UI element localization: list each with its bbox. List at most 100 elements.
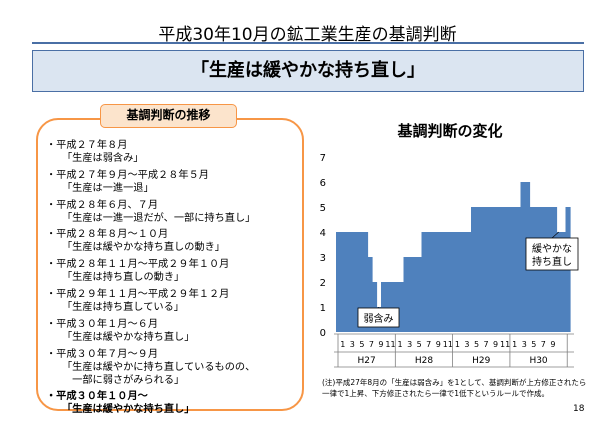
x-tick-label-year: H29	[472, 356, 490, 366]
x-tick-label-month: 5	[359, 340, 364, 349]
x-tick-label-month: 11	[385, 340, 395, 349]
y-tick-label: 2	[320, 278, 326, 289]
bar	[367, 257, 373, 332]
history-item-assessment: 「生産は一進一退」	[62, 182, 154, 194]
history-item-assessment: 「生産は緩やかな持ち直しの動き」	[62, 242, 225, 254]
history-item-period: ・平成２８年８月～１０月	[46, 229, 169, 241]
page-number: 18	[573, 404, 585, 414]
bar	[390, 282, 396, 332]
y-tick-label: 6	[320, 178, 326, 189]
history-item-period: ・平成３０年１月～６月	[46, 318, 159, 330]
annotation-box	[525, 237, 579, 271]
bar	[345, 232, 351, 332]
bar	[358, 232, 364, 332]
x-tick-label-month: 7	[483, 340, 488, 349]
bar	[556, 232, 562, 332]
history-item-assessment: 「生産は持ち直している」	[62, 301, 184, 313]
x-tick-label-year: H30	[529, 356, 547, 366]
history-panel-header: 基調判断の推移	[100, 104, 237, 128]
annotation-label: 緩やかな	[532, 242, 572, 255]
x-tick-label-month: 1	[455, 340, 460, 349]
y-tick-label: 5	[320, 203, 326, 214]
bar	[435, 232, 441, 332]
bar	[453, 232, 459, 332]
history-item-period: ・平成３０年７月～９月	[46, 348, 159, 360]
x-tick-label-month: 3	[407, 340, 412, 349]
y-tick-label: 4	[320, 228, 326, 239]
history-item-assessment: 「生産は持ち直しの動き」	[62, 272, 185, 284]
bar	[340, 232, 346, 332]
bar	[421, 232, 427, 332]
bar	[408, 257, 414, 332]
bar	[516, 207, 522, 332]
bar	[475, 207, 481, 332]
history-item: ・平成２８年８月～１０月 「生産は緩やかな持ち直しの動き」	[46, 228, 302, 254]
bar	[394, 282, 400, 332]
history-item: ・平成３０年７月～９月 「生産は緩やかに持ち直しているものの、 一部に弱さがみられ…	[46, 348, 302, 387]
bar	[462, 232, 468, 332]
bar	[349, 232, 355, 332]
page-title: 平成30年10月の鉱工業生産の基調判断	[158, 25, 457, 45]
history-item-period: ・平成２７年８月	[46, 140, 128, 151]
history-item-assessment: 「生産は緩やかな持ち直し」	[62, 404, 195, 416]
bar	[471, 207, 477, 332]
x-tick-label-month: 9	[378, 340, 383, 349]
history-item-period: ・平成２８年６月、７月	[46, 199, 159, 211]
x-tick-label-year: H27	[358, 356, 376, 366]
bar	[457, 232, 463, 332]
history-item-assessment: 一部に弱さがみられる」	[62, 374, 185, 386]
x-tick-label-month: 3	[522, 340, 527, 349]
x-tick-label-month: 1	[398, 340, 403, 349]
bar	[561, 232, 567, 332]
history-item: ・平成２７年８月「生産は弱含み」	[46, 139, 302, 165]
bar	[511, 207, 517, 332]
bar	[439, 232, 445, 332]
history-item: ・平成２８年６月、７月 「生産は一進一退だが、一部に持ち直し」	[46, 199, 302, 225]
annotation-label: 持ち直し	[532, 255, 572, 268]
x-tick-label-month: 3	[350, 340, 355, 349]
chart-title: 基調判断の変化	[397, 122, 503, 140]
y-tick-label: 7	[320, 153, 326, 164]
x-tick-label-month: 7	[369, 340, 374, 349]
bar	[417, 257, 423, 332]
x-tick-label-month: 9	[550, 340, 555, 349]
bar	[336, 232, 342, 332]
bar	[372, 282, 378, 332]
bar	[507, 207, 513, 332]
history-item-assessment: 「生産は緩やかな持ち直し」	[62, 331, 195, 343]
bar	[520, 182, 526, 332]
x-tick-label-month: 7	[426, 340, 431, 349]
bar	[363, 232, 369, 332]
bar	[403, 257, 409, 332]
x-tick-label-month: 7	[541, 340, 546, 349]
bar	[412, 257, 418, 332]
history-item-assessment: 「生産は一進一退だが、一部に持ち直し」	[62, 212, 256, 224]
y-tick-label: 1	[320, 303, 326, 314]
history-item: ・平成２８年１１月～平成２９年１０月 「生産は持ち直しの動き」	[46, 258, 302, 284]
history-item-period: ・平成２７年９月～平成２８年５月	[46, 169, 209, 181]
history-item-period: ・平成２８年１１月～平成２９年１０月	[46, 259, 230, 271]
bar	[381, 282, 387, 332]
x-tick-label-month: 11	[500, 340, 510, 349]
x-tick-label-month: 11	[443, 340, 453, 349]
bar	[502, 207, 508, 332]
bar	[399, 282, 405, 332]
bar	[430, 232, 436, 332]
bar	[466, 232, 472, 332]
x-tick-label-month: 9	[436, 340, 441, 349]
headline-text: 「生産は緩やかな持ち直し」	[191, 60, 425, 81]
history-item: ・平成３０年１月～６月 「生産は緩やかな持ち直し」	[46, 318, 302, 344]
bar	[489, 207, 495, 332]
headline-banner: 「生産は緩やかな持ち直し」	[32, 50, 584, 92]
bar	[444, 232, 450, 332]
bar	[354, 232, 360, 332]
history-item-assessment: 「生産は弱含み」	[62, 153, 144, 164]
annotation-label: 弱含み	[364, 312, 394, 325]
history-item-period: ・平成２９年１１月～平成２９年１２月	[46, 288, 230, 300]
x-tick-label-year: H28	[415, 356, 433, 366]
bar	[480, 207, 486, 332]
y-tick-label: 3	[320, 253, 326, 264]
bar	[484, 207, 490, 332]
history-item: ・平成３０年１０月～ 「生産は緩やかな持ち直し」	[46, 390, 302, 416]
